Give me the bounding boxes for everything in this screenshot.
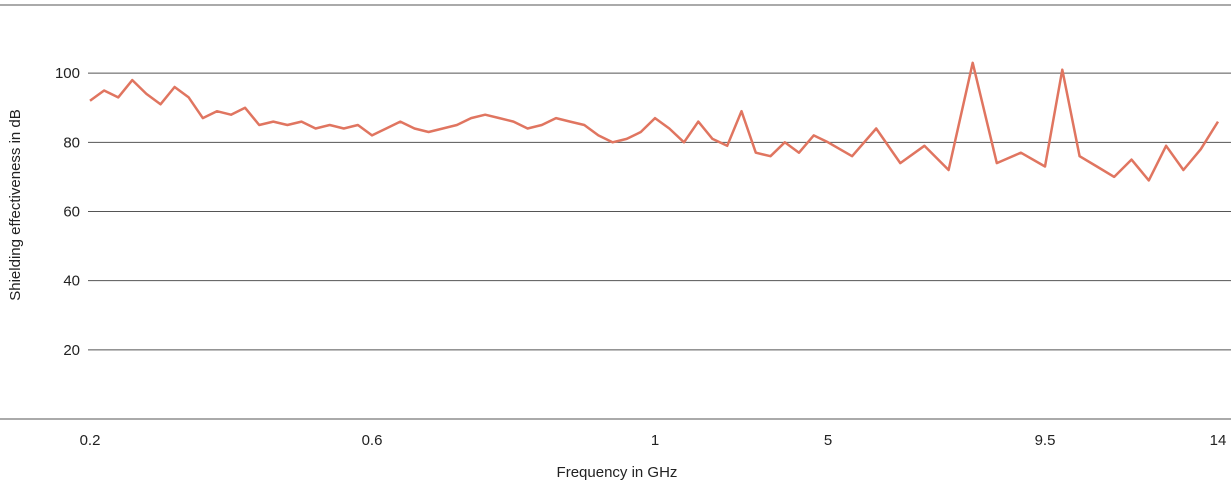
y-axis-label: Shielding effectiveness in dB: [7, 109, 24, 301]
x-tick-label-5: 5: [824, 432, 832, 449]
x-tick-label-0.2: 0.2: [80, 432, 101, 449]
y-tick-label-40: 40: [63, 273, 80, 290]
horizontal-gridlines: [88, 72, 1231, 351]
x-tick-label-1: 1: [651, 432, 659, 449]
y-tick-label-60: 60: [63, 204, 80, 221]
y-tick-label-80: 80: [63, 134, 80, 151]
x-tick-label-0.6: 0.6: [362, 432, 383, 449]
y-tick-label-100: 100: [55, 65, 80, 82]
x-tick-labels: 0.2 0.6 1 5 9.5 14: [80, 432, 1227, 449]
x-axis-label: Frequency in GHz: [557, 464, 678, 481]
x-tick-label-9.5: 9.5: [1035, 432, 1056, 449]
y-tick-label-20: 20: [63, 342, 80, 359]
series-line-0: [89, 61, 1220, 182]
x-tick-label-14: 14: [1210, 432, 1227, 449]
series-layer: [89, 61, 1220, 182]
y-tick-labels: 20 40 60 80 100: [55, 65, 80, 359]
